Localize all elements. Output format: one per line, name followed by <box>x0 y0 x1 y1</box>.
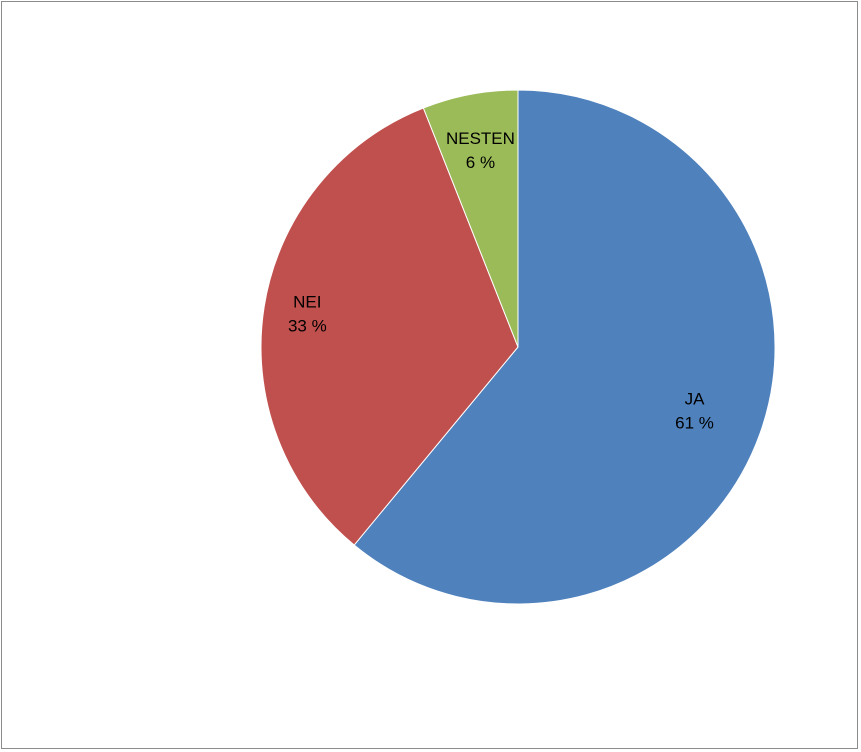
slice-label-nei: NEI <box>293 293 321 312</box>
slice-label-nesten: NESTEN <box>446 129 515 148</box>
slice-labels: JA 61 % NEI 33 % NESTEN 6 % <box>288 129 714 432</box>
pie-slices <box>260 89 776 605</box>
slice-value-label-nesten: 6 % <box>466 153 495 172</box>
slice-value-label-ja: 61 % <box>675 414 714 433</box>
slice-label-ja: JA <box>685 390 706 409</box>
slice-value-label-nei: 33 % <box>288 317 327 336</box>
pie-slice-nei <box>260 107 519 546</box>
pie-slice-ja <box>353 89 776 605</box>
pie-slice-nesten <box>422 89 519 348</box>
